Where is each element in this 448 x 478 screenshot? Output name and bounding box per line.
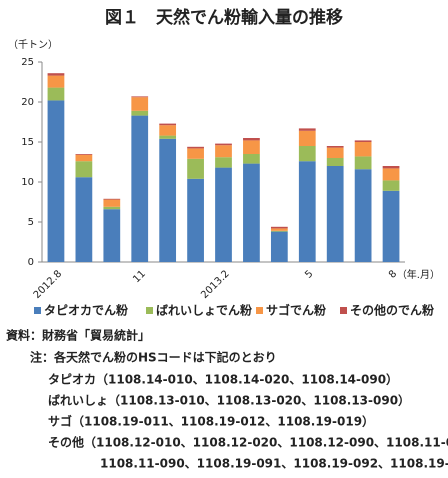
bar-segment xyxy=(354,156,372,170)
bar-segment xyxy=(298,130,316,146)
y-tick-label: 15 xyxy=(21,137,34,148)
note-line: 1108.11-090、1108.19-091、1108.19-092、1108… xyxy=(100,456,448,471)
y-axis-label: （千トン） xyxy=(8,39,58,51)
bar-segment xyxy=(298,146,316,162)
bar-segment xyxy=(243,140,260,154)
bar-segment xyxy=(131,97,149,111)
bar-segment xyxy=(159,123,177,126)
bar-segment xyxy=(243,138,260,141)
legend-label: タピオカでん粉 xyxy=(44,303,128,318)
bar-segment xyxy=(298,128,316,131)
note-title: 注：各天然でん粉のHSコードは下記のとおり xyxy=(30,350,277,365)
bar-segment xyxy=(382,180,400,191)
bar-segment xyxy=(131,115,149,262)
bar-segment xyxy=(215,157,232,168)
y-tick-label: 10 xyxy=(21,177,34,188)
note-line: サゴ（1108.19-011、1108.19-012、1108.19-019） xyxy=(48,414,374,429)
y-tick-label: 20 xyxy=(21,97,34,108)
bar-segment xyxy=(270,231,288,262)
bar-segment xyxy=(159,125,177,136)
legend-swatch xyxy=(146,307,153,314)
bar-segment xyxy=(187,178,204,262)
bar-segment xyxy=(47,87,65,101)
bar-segment xyxy=(270,226,288,229)
bar-segment xyxy=(382,166,400,169)
bar-segment xyxy=(215,143,232,146)
y-tick-label: 25 xyxy=(21,57,34,68)
bar-segment xyxy=(326,146,344,148)
bar-segment xyxy=(354,169,372,262)
bar-segment xyxy=(326,166,344,262)
x-axis-label: （年.月） xyxy=(397,268,440,281)
note-line: その他（1108.12-010、1108.12-020、1108.12-090、… xyxy=(48,435,448,450)
bar-segment xyxy=(47,75,65,88)
legend-label: ばれいしょでん粉 xyxy=(156,303,252,318)
bar-segment xyxy=(326,147,344,158)
bar-segment xyxy=(75,154,93,155)
bar-segment xyxy=(382,190,400,262)
bar-segment xyxy=(159,135,177,139)
bar-segment xyxy=(382,168,400,181)
x-tick-label: 2013.2 xyxy=(199,268,232,301)
bar-segment xyxy=(187,146,204,149)
source: 資料：財務省「貿易統計」 xyxy=(6,328,150,343)
bar-segment xyxy=(270,230,288,232)
bar-segment xyxy=(103,199,121,207)
bar-segment xyxy=(298,161,316,262)
bar-segment xyxy=(103,209,121,262)
bar-segment xyxy=(75,154,93,162)
legend-label: その他のでん粉 xyxy=(350,303,434,318)
bar-segment xyxy=(47,73,65,76)
bar-segment xyxy=(75,177,93,262)
bar-segment xyxy=(326,158,344,166)
bar-segment xyxy=(75,161,93,178)
bar-segment xyxy=(215,145,232,158)
bar-segment xyxy=(187,158,204,179)
bar-segment xyxy=(103,206,121,210)
chart-title: 図１ 天然でん粉輸入量の推移 xyxy=(105,7,343,28)
legend-label: サゴでん粉 xyxy=(266,303,326,318)
x-tick-label: 5 xyxy=(303,268,315,280)
x-tick-label: 11 xyxy=(131,268,148,285)
x-tick-label: 2012.8 xyxy=(32,268,65,301)
note-line: タピオカ（1108.14-010、1108.14-020、1108.14-090… xyxy=(48,372,398,387)
bar-segment xyxy=(270,228,288,231)
note-line: ばれいしょ（1108.13-010、1108.13-020、1108.13-09… xyxy=(48,393,410,408)
bar-segment xyxy=(131,96,149,98)
legend-swatch xyxy=(256,307,263,314)
bar-segment xyxy=(159,138,177,262)
bar-segment xyxy=(243,154,260,164)
bar-segment xyxy=(103,198,121,200)
bar-segment xyxy=(47,100,65,263)
bar-segment xyxy=(354,142,372,157)
bar-segment xyxy=(131,110,149,116)
y-tick-label: 5 xyxy=(28,217,34,228)
legend-swatch xyxy=(34,307,41,314)
bar-segment xyxy=(215,167,232,262)
legend-swatch xyxy=(340,307,347,314)
bar-segment xyxy=(354,140,372,142)
bar-segment xyxy=(187,148,204,159)
y-tick-label: 0 xyxy=(28,257,34,268)
bar-segment xyxy=(243,163,260,262)
